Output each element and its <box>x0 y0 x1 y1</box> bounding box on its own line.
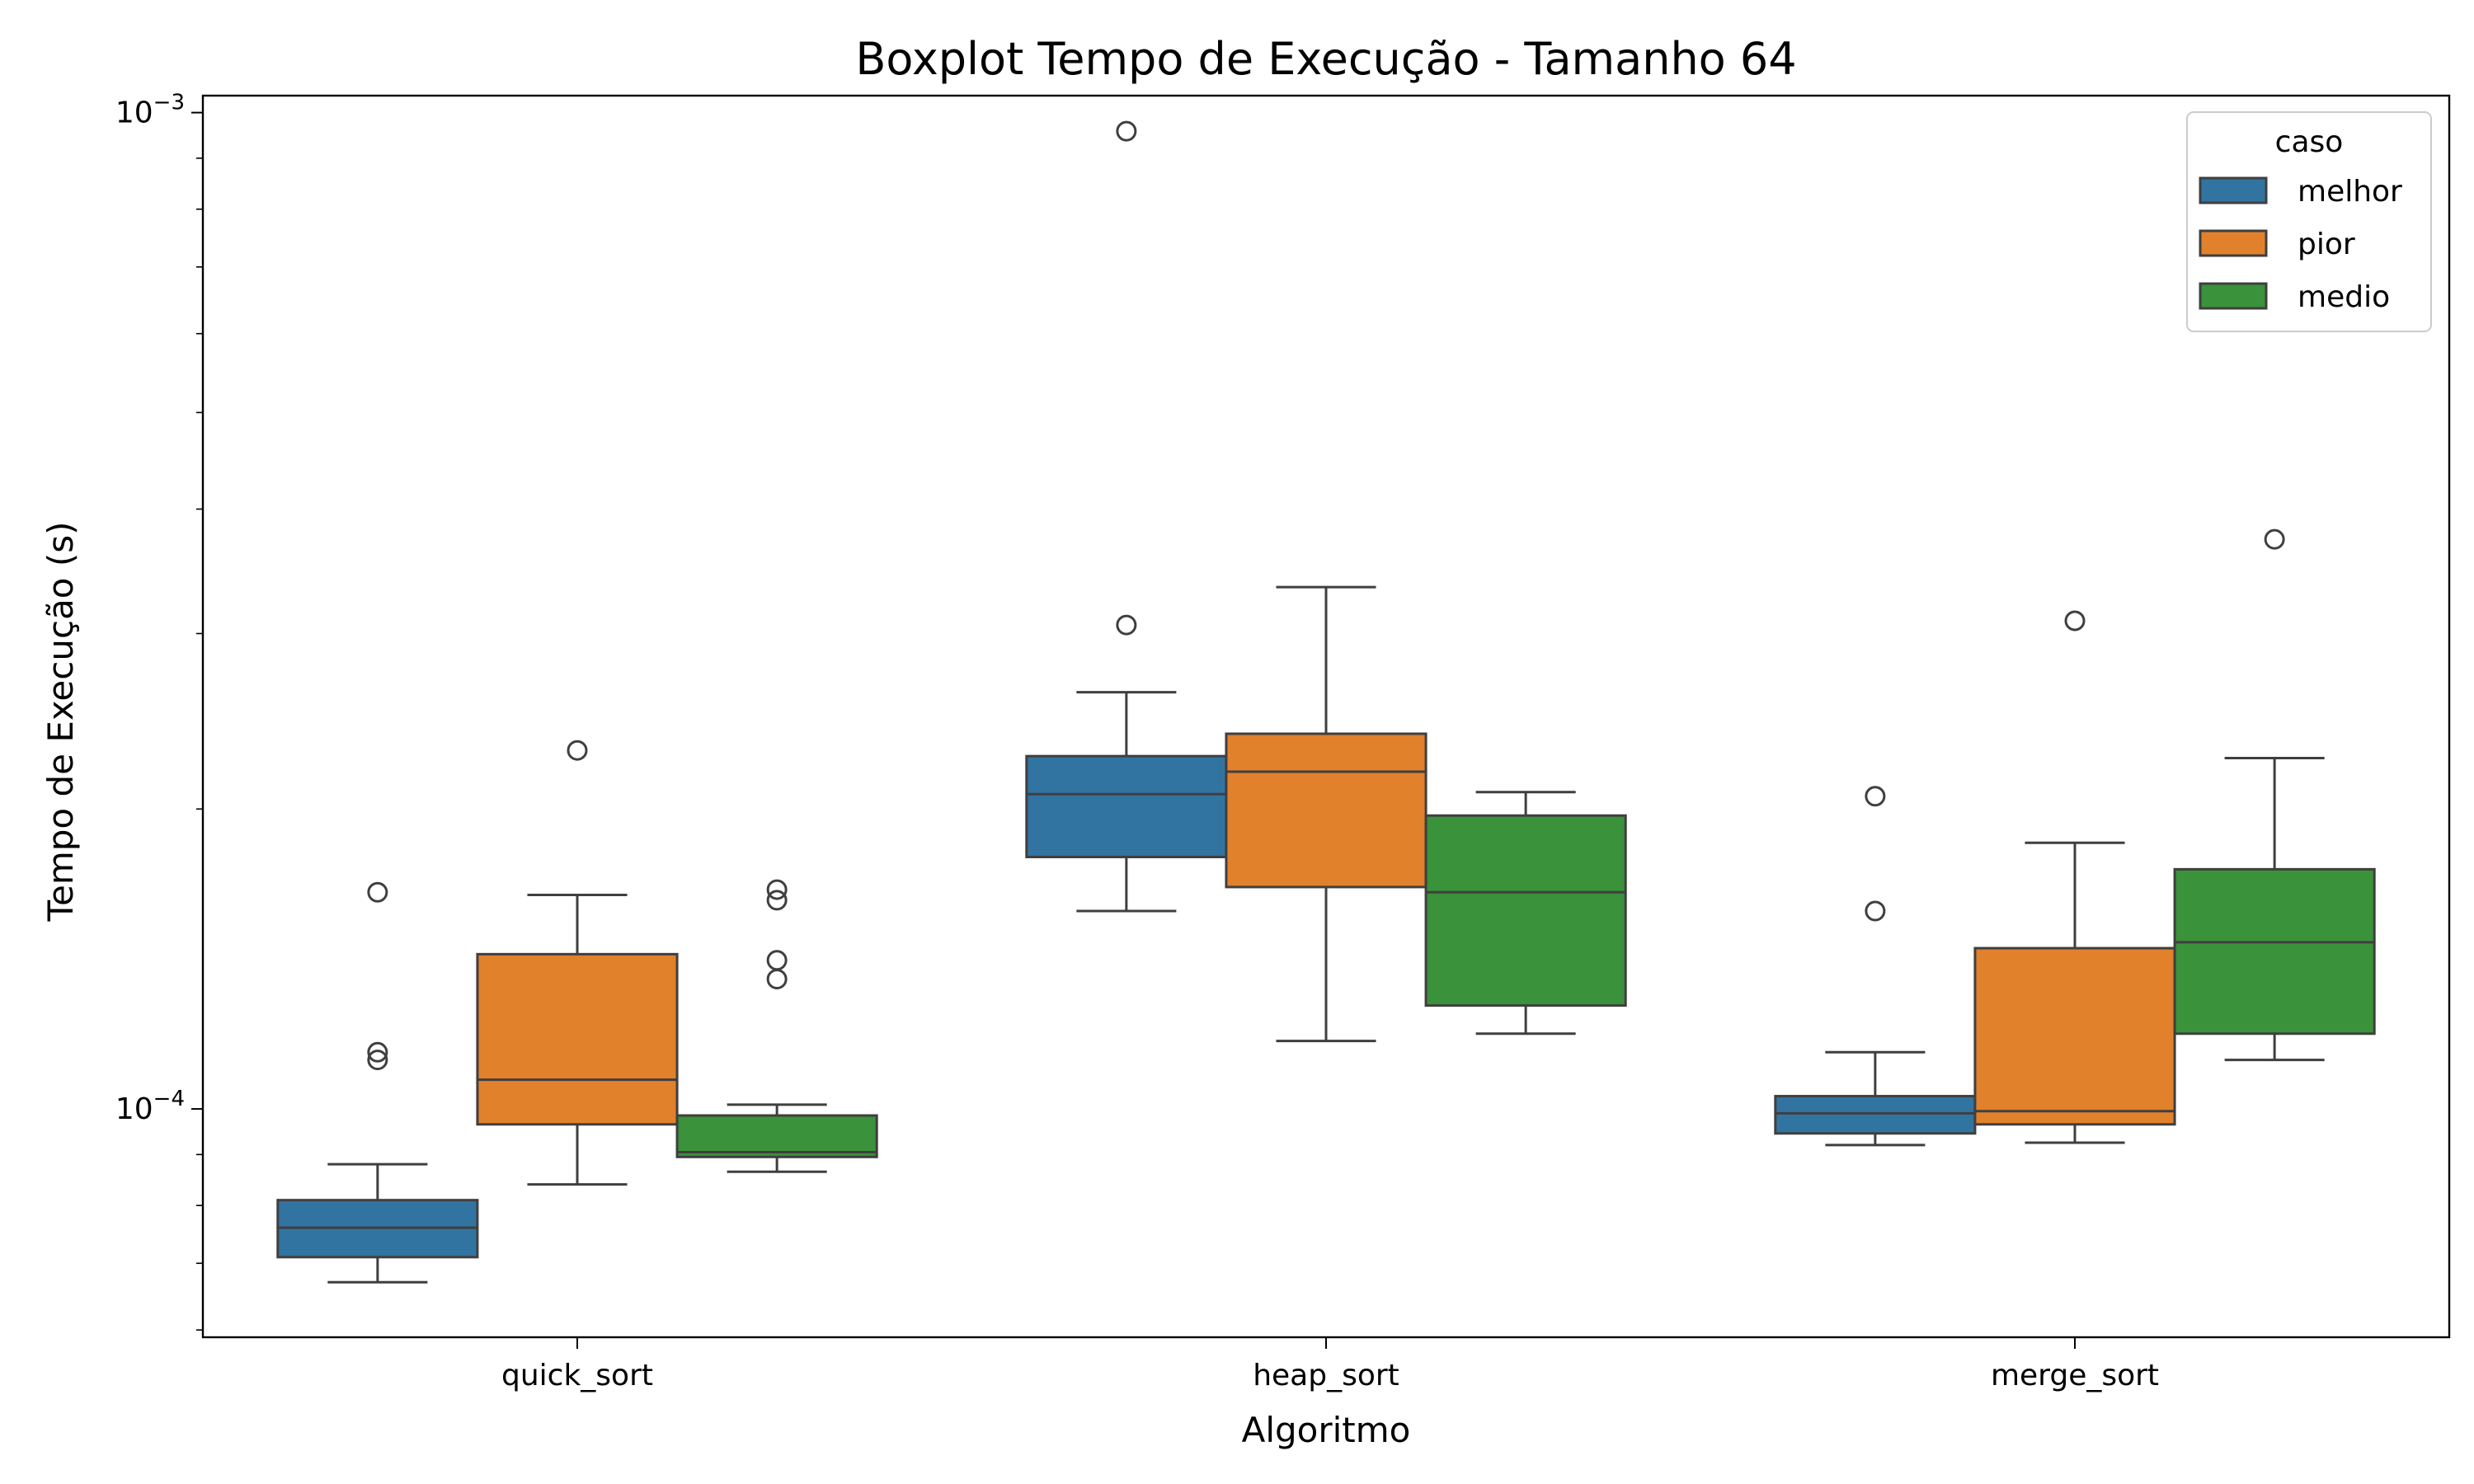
outlier-medio-quick-sort <box>766 950 788 971</box>
outlier-pior-merge-sort <box>2064 610 2086 632</box>
legend-swatch-medio <box>2199 282 2268 310</box>
legend-label-pior: pior <box>2298 228 2355 261</box>
outlier-melhor-quick-sort <box>367 1041 388 1063</box>
legend-swatch-pior <box>2199 229 2268 257</box>
chart-title: Boxplot Tempo de Execução - Tamanho 64 <box>855 33 1796 85</box>
outlier-medio-quick-sort <box>766 890 788 911</box>
outlier-melhor-merge-sort <box>1865 786 1886 807</box>
outlier-melhor-heap-sort <box>1116 120 1137 142</box>
plot-area: 10−3 10−4 quick_sort heap_sort merge_sort <box>115 91 2451 1392</box>
legend-swatch-melhor <box>2199 176 2268 204</box>
box-melhor-heap-sort <box>1025 754 1228 859</box>
box-pior-heap-sort <box>1225 732 1427 889</box>
outlier-melhor-quick-sort <box>367 881 388 903</box>
x-tick-label-quick-sort: quick_sort <box>501 1359 653 1392</box>
legend-box <box>2186 111 2432 332</box>
x-axis-label: Algoritmo <box>1242 1410 1411 1450</box>
legend: caso melhor pior medio <box>2186 111 2432 332</box>
y-tick-label: 10−3 <box>115 91 185 130</box>
box-medio-heap-sort <box>1424 814 1627 1007</box>
outlier-medio-quick-sort <box>766 879 788 900</box>
outlier-melhor-heap-sort <box>1116 614 1137 636</box>
y-tick-label: 10−4 <box>115 1087 185 1126</box>
plot-frame <box>201 94 2451 1339</box>
y-axis-label: Tempo de Execução (s) <box>40 521 81 922</box>
x-tick-label-merge-sort: merge_sort <box>1991 1359 2159 1392</box>
legend-label-medio: medio <box>2298 280 2390 314</box>
legend-title: caso <box>2275 125 2344 159</box>
outlier-melhor-quick-sort <box>367 1050 388 1071</box>
x-tick-label-heap-sort: heap_sort <box>1253 1359 1399 1392</box>
box-pior-merge-sort <box>1973 946 2176 1126</box>
outlier-melhor-merge-sort <box>1865 900 1886 922</box>
box-medio-merge-sort <box>2173 867 2376 1036</box>
box-pior-quick-sort <box>476 952 679 1126</box>
box-melhor-merge-sort <box>1774 1095 1977 1135</box>
legend-label-melhor: melhor <box>2298 175 2402 209</box>
outlier-pior-quick-sort <box>567 740 588 761</box>
outlier-medio-merge-sort <box>2264 528 2285 550</box>
box-medio-quick-sort <box>675 1114 878 1158</box>
